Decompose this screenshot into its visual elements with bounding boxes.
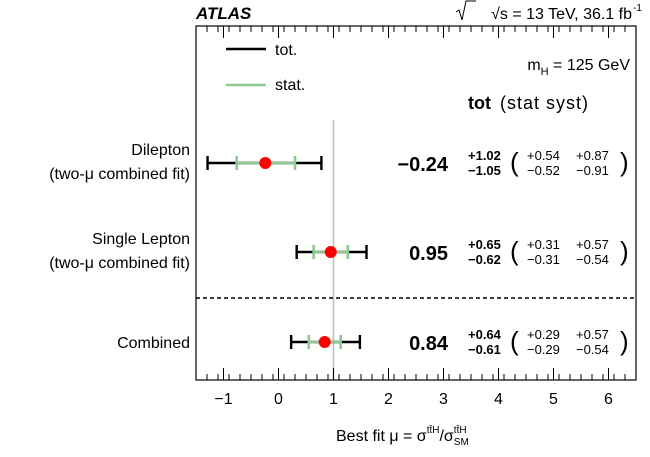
- mass-symbol: m: [527, 57, 540, 74]
- tot-down-label: −0.61: [468, 342, 501, 357]
- stat-up-label: +0.31: [527, 237, 560, 252]
- stat-up-label: +0.54: [527, 148, 560, 163]
- syst-up-label: +0.87: [576, 148, 609, 163]
- row-name-label: (two-μ combined fit): [49, 255, 190, 272]
- plot-frame: [195, 25, 637, 381]
- column-header-rest: (stat syst): [500, 93, 589, 113]
- energy-text: = 13 TeV, 36.1 fb: [508, 6, 632, 23]
- x-axis-title-num-sup: tt̄H: [427, 424, 440, 436]
- row-value-label: 0.84: [409, 333, 449, 355]
- lumi-exponent: -1: [633, 3, 642, 14]
- x-tick-label: 2: [384, 391, 393, 408]
- x-axis-title-main: Best fit μ = σ: [336, 428, 427, 445]
- row-value-label: 0.95: [409, 243, 448, 265]
- open-paren: (: [510, 147, 519, 177]
- stat-down-label: −0.29: [527, 342, 560, 357]
- experiment-label: ATLAS: [195, 4, 252, 23]
- legend: tot. stat.: [226, 42, 305, 94]
- tot-down-label: −1.05: [468, 163, 501, 178]
- syst-up-label: +0.57: [576, 327, 609, 342]
- x-axis-title-den-sub: SM: [454, 437, 469, 448]
- syst-down-label: −0.91: [576, 163, 609, 178]
- x-axis-title-slash: /σ: [439, 428, 453, 445]
- measurement-rows: Dilepton (two-μ combined fit) −0.24 +1.02−1…: [49, 142, 628, 357]
- x-axis-title: Best fit μ = σtt̄H/σtt̄H SM: [336, 424, 469, 448]
- syst-up-label: +0.57: [576, 237, 609, 252]
- sqrt-sign: [455, 0, 476, 21]
- row-value-label: −0.24: [397, 154, 448, 176]
- open-paren: (: [510, 236, 519, 266]
- measurement-row: Combined 0.84 +0.64−0.61 () +0.29−0.29 +0.57−…: [117, 326, 629, 357]
- measurement-row: Single Lepton (two-μ combined fit) 0.95 +0.…: [49, 231, 628, 272]
- syst-down-label: −0.54: [576, 252, 609, 267]
- tot-up-label: +1.02: [468, 148, 501, 163]
- row-name-label: Single Lepton: [92, 231, 190, 248]
- x-tick-label: 4: [494, 391, 503, 408]
- sqrt-s: √s: [491, 6, 508, 23]
- close-paren: ): [620, 236, 629, 266]
- x-tick-label: 5: [549, 391, 558, 408]
- stat-down-label: −0.52: [527, 163, 560, 178]
- stat-up-label: +0.29: [527, 327, 560, 342]
- x-axis-title-den-sup: tt̄H: [454, 424, 467, 436]
- tot-up-label: +0.65: [468, 237, 501, 252]
- row-name-label: Combined: [117, 335, 190, 352]
- mass-value: = 125 GeV: [549, 57, 631, 74]
- x-axis: −1 0 1 2 3 4 5 6: [195, 26, 637, 408]
- syst-down-label: −0.54: [576, 342, 609, 357]
- legend-stat-label: stat.: [275, 77, 305, 94]
- column-header-tot: tot: [468, 93, 491, 113]
- tot-down-label: −0.62: [468, 252, 501, 267]
- energy-lumi-label: √s = 13 TeV, 36.1 fb -1: [455, 0, 642, 23]
- close-paren: ): [620, 147, 629, 177]
- x-tick-label: 6: [604, 391, 613, 408]
- close-paren: ): [620, 326, 629, 356]
- open-paren: (: [510, 326, 519, 356]
- row-name-label: Dilepton: [131, 142, 190, 159]
- tot-up-label: +0.64: [468, 327, 502, 342]
- column-header: tot (stat syst): [468, 93, 589, 113]
- stat-down-label: −0.31: [527, 252, 560, 267]
- x-tick-label: −1: [214, 391, 232, 408]
- x-tick-label: 3: [439, 391, 448, 408]
- legend-tot-label: tot.: [275, 42, 297, 59]
- central-value-point: [259, 157, 272, 169]
- x-tick-label: 0: [274, 391, 283, 408]
- svg-text:√s = 13 TeV, 36.1 fb: √s = 13 TeV, 36.1 fb: [491, 6, 632, 23]
- measurement-row: Dilepton (two-μ combined fit) −0.24 +1.02−1…: [49, 142, 628, 183]
- x-tick-label: 1: [329, 391, 338, 408]
- central-value-point: [318, 336, 331, 348]
- mass-subscript: H: [541, 66, 549, 78]
- row-name-label: (two-μ combined fit): [49, 166, 190, 183]
- central-value-point: [324, 246, 337, 258]
- higgs-mass-label: mH = 125 GeV: [527, 57, 630, 78]
